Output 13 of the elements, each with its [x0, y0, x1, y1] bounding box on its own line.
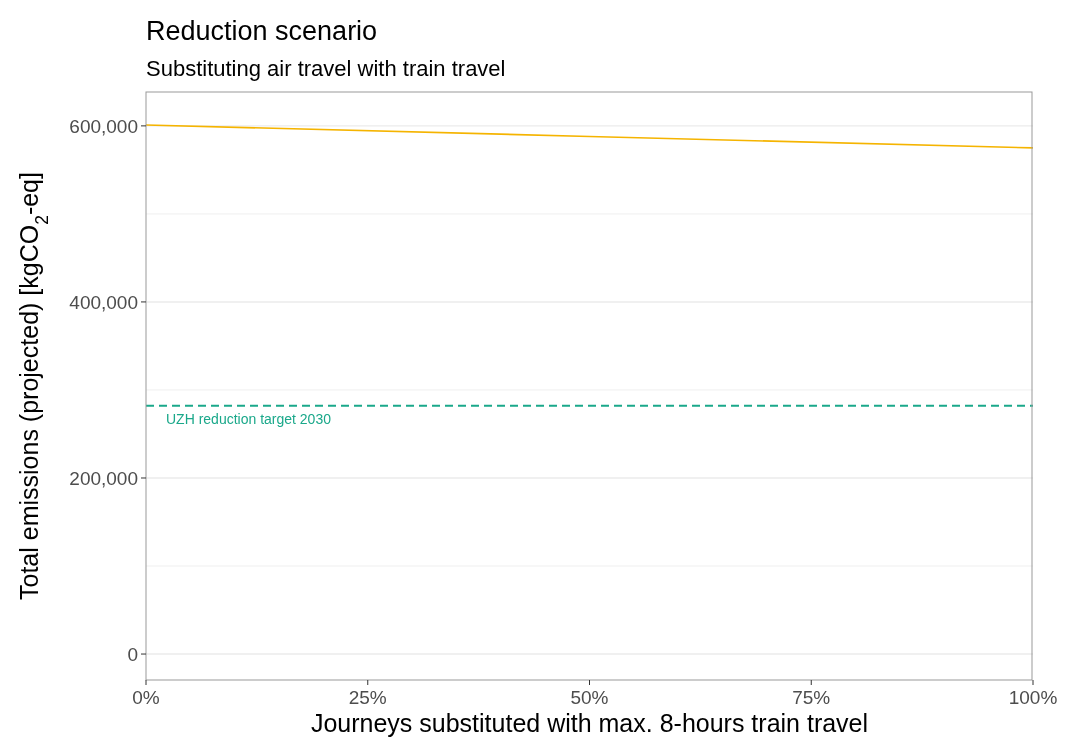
chart-subtitle: Substituting air travel with train travel — [146, 56, 506, 81]
x-tick-label: 0% — [132, 687, 160, 708]
x-tick-label: 25% — [348, 687, 387, 708]
x-axis-title: Journeys substituted with max. 8-hours train travel — [310, 709, 869, 737]
y-tick-label: 200,000 — [69, 467, 138, 489]
x-tick-label: 75% — [792, 687, 831, 708]
ref-line-label: UZH reduction target 2030 — [166, 410, 332, 427]
x-tick-label: 100% — [1008, 687, 1058, 708]
y-tick-label: 400,000 — [69, 291, 138, 313]
y-tick-label: 0 — [127, 643, 138, 665]
y-tick-label: 600,000 — [69, 115, 138, 137]
x-tick-label: 50% — [570, 687, 609, 708]
chart-title: Reduction scenario — [146, 16, 378, 46]
